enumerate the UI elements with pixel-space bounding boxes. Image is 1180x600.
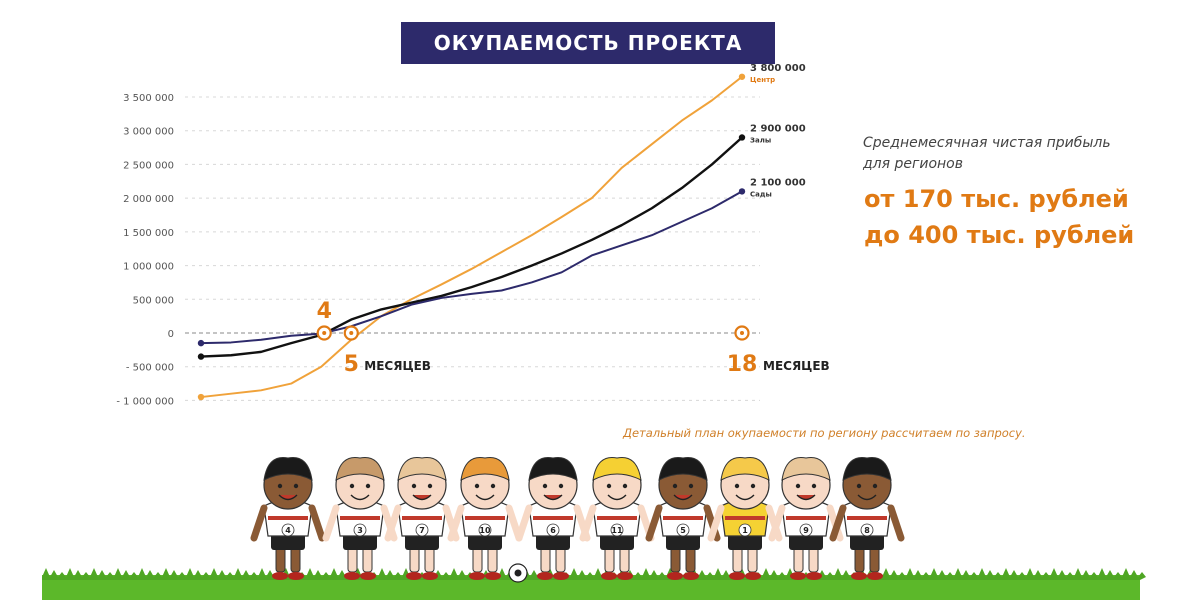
y-axis-ticks: 3 500 000 3 000 000 2 500 000 2 000 000 1 50… [116,93,174,407]
marker-month-number: 5 [344,352,359,377]
kid-shirt-number: 9 [803,526,809,535]
y-tick-label: 3 000 000 [123,127,174,138]
series-end-value: 3 800 000 [750,63,806,74]
series-line [200,190,743,345]
kids-row: 4 3 7 10 6 11 5 1 9 8 [250,456,905,583]
marker-month-number: 4 [317,299,332,324]
kid-shirt-number: 11 [611,526,623,535]
y-tick-label: 500 000 [133,295,174,306]
y-tick-label: 1 500 000 [123,228,174,239]
series-start-point [197,339,205,347]
kid-shirt-number: 4 [285,526,291,535]
series-start-point [197,353,205,360]
side-note: Среднемесячная чистая прибыль для регион… [863,133,1163,175]
series-end-point [738,73,746,80]
y-tick-label: 0 [168,329,174,340]
y-tick-label: 3 500 000 [123,93,174,104]
series-line [200,75,743,399]
kid-figure: 5 [645,456,721,580]
y-tick-label: 2 500 000 [123,160,174,171]
kid-shirt-number: 8 [864,526,870,535]
kid-figure: 10 [447,456,523,580]
y-tick-label: 2 000 000 [123,194,174,205]
series-end-point [738,188,746,195]
y-tick-label: - 1 000 000 [116,396,174,407]
kid-shirt-number: 3 [357,526,363,535]
marker-month-number: 18 [727,352,758,377]
footnote: Детальный план окупаемости по региону ра… [623,426,1026,440]
kid-figure: 8 [829,456,905,580]
y-tick-label: - 500 000 [126,363,174,374]
kid-figure: 6 [515,456,591,580]
football [508,563,528,583]
series-end-point [738,134,746,141]
chart-series: 3 800 000 Центр 2 900 000 Залы 2 100 000 Сады [197,63,806,401]
series-name: Центр [750,76,775,84]
chart-grid [185,96,760,401]
kid-shirt-number: 1 [742,526,748,535]
kids-illustration: 4 3 7 10 6 11 5 1 9 8 [42,456,1146,600]
kid-figure: 11 [579,456,655,580]
break-even-marker-dot [322,331,327,335]
side-note-line-1: Среднемесячная чистая прибыль [863,135,1111,151]
page-title: ОКУПАЕМОСТЬ ПРОЕКТА [433,31,743,55]
kid-figure: 3 [322,456,398,580]
profit-from: от 170 тыс. рублей [864,185,1129,213]
break-even-marker-dot [740,331,744,335]
kid-figure: 1 [707,456,783,580]
series-start-point [197,393,205,401]
kid-shirt-number: 10 [479,526,491,535]
series-end-value: 2 900 000 [750,123,806,134]
series-name: Сады [750,190,772,198]
series-name: Залы [750,136,771,144]
y-tick-label: 1 000 000 [123,262,174,273]
kid-shirt-number: 7 [419,526,425,535]
title-banner: ОКУПАЕМОСТЬ ПРОЕКТА [401,22,775,64]
break-even-marker-dot [349,331,354,335]
kid-shirt-number: 6 [550,526,556,535]
grass-blades [42,568,1146,580]
kid-figure: 7 [384,456,460,580]
grass [42,568,1146,600]
marker-month-unit: МЕСЯЦЕВ [364,359,431,373]
marker-month-unit: МЕСЯЦЕВ [763,359,830,373]
profit-to: до 400 тыс. рублей [864,221,1135,249]
side-note-line-2: для регионов [863,156,963,172]
kid-figure: 9 [768,456,844,580]
chart-markers: 4 5 МЕСЯЦЕВ 18 МЕСЯЦЕВ [317,299,830,377]
series-line [200,136,743,358]
kid-figure: 4 [250,456,326,580]
series-end-value: 2 100 000 [750,177,806,188]
kid-shirt-number: 5 [680,526,686,535]
